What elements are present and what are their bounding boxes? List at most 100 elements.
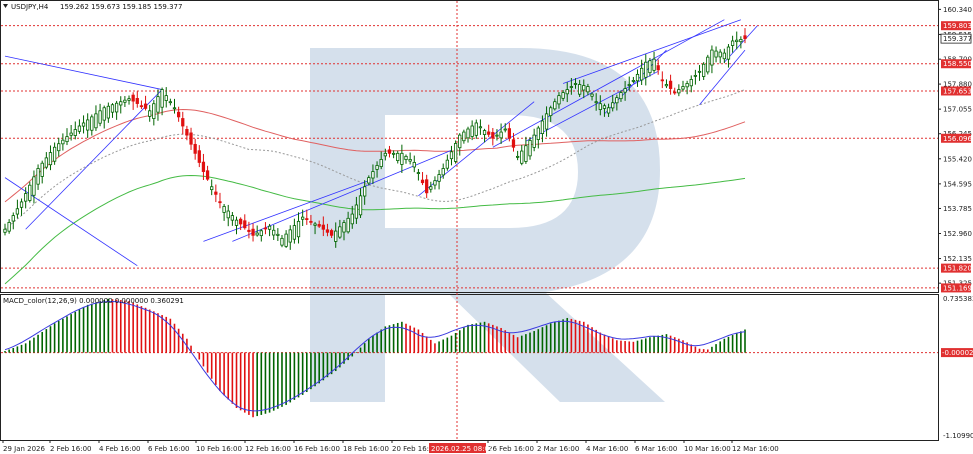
candle-body	[102, 107, 106, 121]
candle-body	[288, 229, 292, 243]
candle-body	[412, 162, 416, 168]
candle-body	[565, 89, 569, 95]
candle-body	[474, 122, 478, 136]
candle-body	[40, 162, 44, 177]
current-price-tag-label: 159.377	[943, 35, 972, 43]
candle-body	[354, 204, 359, 219]
candle-body	[69, 132, 73, 136]
x-tick-label: 20 Feb 16:00	[392, 445, 438, 453]
candle-body	[284, 233, 288, 247]
y-tick-label: 152.960	[943, 230, 972, 238]
candle-body	[730, 40, 735, 46]
candle-body	[458, 134, 462, 149]
trend-line	[492, 19, 725, 148]
triangle-down-icon[interactable]	[3, 4, 8, 8]
level-price-tag	[941, 86, 971, 96]
candle-body	[627, 84, 631, 86]
candle-body	[325, 229, 330, 233]
candle-body	[98, 110, 102, 124]
candle-body	[611, 102, 615, 109]
price-axis: 160.340159.515158.700157.880157.055156.2…	[938, 6, 973, 440]
candle-body	[251, 228, 255, 236]
candle-body	[358, 195, 363, 216]
level-price-tag	[941, 59, 971, 69]
level-price-tag-label: 156.096	[943, 135, 972, 143]
trend-line	[25, 89, 163, 230]
candle-body	[681, 86, 685, 90]
candle-body	[557, 95, 561, 105]
candle-body	[106, 105, 110, 119]
main-chart-frame	[0, 0, 939, 293]
candle-body	[437, 174, 441, 182]
candle-body	[441, 168, 445, 176]
candle-body	[86, 119, 90, 131]
candle-body	[371, 171, 375, 179]
candle-body	[65, 136, 69, 143]
candle-body	[52, 146, 57, 162]
candle-body	[185, 129, 189, 136]
candle-body	[338, 226, 342, 238]
candle-body	[152, 103, 156, 119]
candle-body	[590, 93, 594, 97]
trend-line	[525, 70, 659, 142]
candle-body	[24, 193, 28, 202]
candle-body	[193, 143, 197, 154]
moving-average-dotted	[4, 89, 746, 230]
level-price-tag-label: 151.820	[943, 265, 972, 273]
candle-body	[168, 101, 172, 104]
macd-zero-tag-label: -0.000026	[942, 349, 973, 357]
macd-histogram	[4, 298, 746, 418]
candle-body	[214, 191, 218, 195]
candle-body	[329, 230, 334, 236]
x-tick-label: 12 Mar 16:00	[732, 445, 779, 453]
broker-logo-watermark	[310, 48, 665, 402]
candle-body	[631, 80, 636, 82]
candle-body	[582, 85, 586, 91]
candle-body	[305, 218, 309, 221]
x-tick-label: 12 Feb 16:00	[245, 445, 291, 453]
macd-pane-frame	[0, 294, 939, 441]
candle-body	[7, 222, 11, 232]
candle-body	[28, 184, 32, 201]
candle-body	[586, 86, 590, 93]
macd-label: MACD_color(12,26,9) 0.000000 0.000000 0.…	[3, 297, 184, 305]
candle-body	[391, 152, 396, 155]
candle-body	[578, 84, 582, 95]
candle-body	[623, 88, 627, 93]
candle-body	[532, 134, 536, 148]
candle-body	[292, 225, 297, 240]
candle-body	[396, 152, 400, 161]
candle-body	[280, 237, 284, 246]
candle-body	[123, 99, 127, 103]
candle-body	[143, 103, 148, 109]
candle-body	[44, 157, 48, 168]
candle-body	[445, 159, 449, 169]
cursor-time-tag	[429, 443, 486, 453]
x-tick-label: 4 Mar 16:00	[586, 445, 628, 453]
candle-body	[660, 79, 664, 82]
candle-body	[226, 210, 230, 219]
candle-body	[11, 215, 15, 222]
candle-body	[400, 152, 404, 165]
candle-body	[503, 128, 507, 131]
moving-average-red	[4, 108, 746, 203]
candle-body	[652, 58, 656, 71]
candle-body	[573, 83, 578, 85]
level-price-tag	[941, 133, 971, 143]
candle-body	[449, 151, 454, 160]
candle-body	[346, 217, 350, 233]
candle-body	[648, 60, 652, 74]
candle-body	[77, 125, 82, 132]
candle-body	[156, 96, 160, 113]
candle-body	[94, 113, 98, 129]
macd-tick-label: -1.109903	[943, 432, 973, 440]
candle-body	[425, 179, 429, 194]
candle-body	[718, 51, 722, 58]
candle-body	[491, 132, 495, 139]
candle-body	[706, 56, 710, 73]
candle-body	[363, 186, 367, 197]
candle-body	[722, 52, 726, 60]
macd-tick-label: 0.735383	[943, 295, 973, 303]
candle-body	[714, 50, 718, 58]
